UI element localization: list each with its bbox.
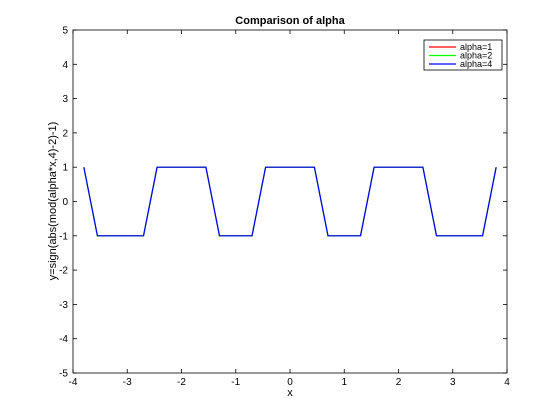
x-tick-label: -2 xyxy=(177,377,186,388)
y-tick-label: -3 xyxy=(59,300,68,311)
x-tick-label: 3 xyxy=(450,377,456,388)
x-tick-label: -1 xyxy=(231,377,240,388)
x-tick-label: -3 xyxy=(123,377,132,388)
x-tick-label: 0 xyxy=(287,377,293,388)
series-line-3 xyxy=(83,166,497,237)
y-tick-label: 3 xyxy=(62,94,68,105)
legend-label: alpha=4 xyxy=(460,59,492,69)
y-tick-label: 4 xyxy=(62,60,68,71)
y-tick-label: -1 xyxy=(59,231,68,242)
y-tick-label: -4 xyxy=(59,334,68,345)
series-lines xyxy=(83,166,497,237)
y-tick-label: 2 xyxy=(62,128,68,139)
y-axis-label: y=sign(abs(mod(alpha*x,4)-2)-1) xyxy=(47,122,59,281)
plot-background xyxy=(73,30,507,373)
y-tick-label: -2 xyxy=(59,266,68,277)
plot-area xyxy=(73,30,507,373)
chart-title: Comparison of alpha xyxy=(235,15,345,27)
y-tick-label: 5 xyxy=(62,26,68,37)
legend-label: alpha=2 xyxy=(460,51,492,61)
x-tick-label: 1 xyxy=(341,377,347,388)
legend-label: alpha=1 xyxy=(460,42,492,52)
x-tick-label: -4 xyxy=(69,377,78,388)
y-tick-label: -5 xyxy=(59,369,68,380)
y-tick-label: 0 xyxy=(62,197,68,208)
y-tick-label: 1 xyxy=(62,163,68,174)
x-tick-label: 2 xyxy=(396,377,402,388)
x-axis-label: x xyxy=(287,387,293,399)
x-tick-label: 4 xyxy=(504,377,510,388)
